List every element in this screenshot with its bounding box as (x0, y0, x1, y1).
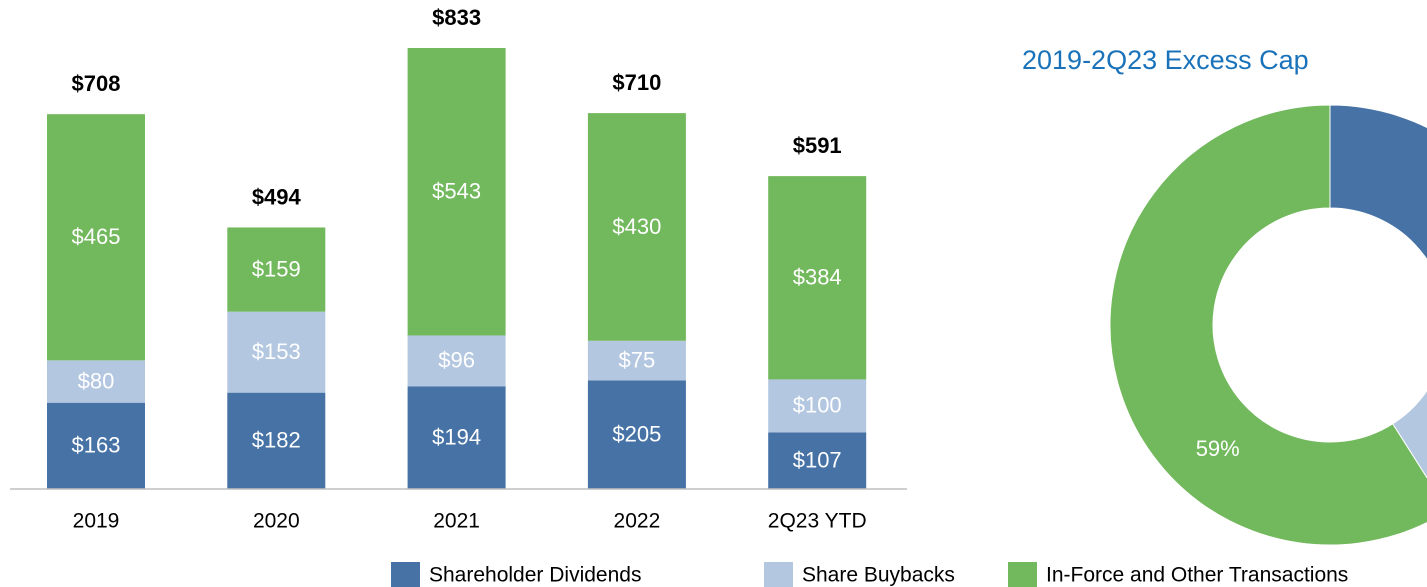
donut-slice (1109, 104, 1427, 546)
bar-segment (587, 113, 686, 341)
segment-label: $100 (793, 393, 842, 418)
bar-segment (227, 392, 326, 489)
bar-segment (587, 340, 686, 381)
segment-label: $384 (793, 265, 842, 290)
legend-label: Shareholder Dividends (429, 564, 641, 587)
segment-label: $80 (78, 368, 115, 393)
segment-label: $194 (432, 424, 481, 449)
segment-label: $96 (438, 348, 475, 373)
bar-segment (407, 335, 506, 387)
donut-slice (1392, 389, 1427, 479)
total-label: $591 (793, 133, 842, 158)
donut-slice (1329, 104, 1427, 261)
total-label: $833 (432, 5, 481, 30)
bar-segment (227, 227, 326, 312)
x-tick-label: 2021 (433, 510, 480, 533)
legend-swatch (1008, 562, 1037, 587)
segment-label: $153 (252, 339, 301, 364)
total-label: $708 (72, 71, 121, 96)
segment-label: $205 (612, 422, 661, 447)
bar-segment (768, 432, 867, 489)
bar-segment (47, 360, 145, 403)
segment-label: $107 (793, 447, 842, 472)
segment-label: $75 (619, 347, 656, 372)
segment-label: $182 (252, 428, 301, 453)
segment-label: $430 (612, 214, 661, 239)
legend-swatch (391, 562, 420, 587)
bar-segment (407, 48, 506, 336)
segment-label: $163 (72, 433, 121, 458)
x-tick-label: 2020 (253, 510, 300, 533)
x-tick-label: 2019 (73, 510, 120, 533)
donut-title: 2019-2Q23 Excess Cap (1022, 45, 1309, 75)
x-tick-label: 2022 (614, 510, 661, 533)
bar-segment (227, 311, 326, 393)
total-label: $710 (612, 70, 661, 95)
segment-label: $543 (432, 179, 481, 204)
x-tick-label: 2Q23 YTD (768, 510, 867, 533)
bar-segment (768, 176, 867, 380)
segment-label: $465 (72, 224, 121, 249)
bar-segment (47, 114, 145, 361)
slice-label: 59% (1196, 436, 1240, 461)
bar-segment (407, 386, 506, 489)
legend-label: Share Buybacks (802, 564, 955, 587)
legend-swatch (764, 562, 793, 587)
bar-segment (587, 380, 686, 489)
legend-label: In-Force and Other Transactions (1046, 564, 1348, 587)
bar-segment (768, 379, 867, 433)
bar-segment (47, 402, 145, 489)
segment-label: $159 (252, 256, 301, 281)
total-label: $494 (252, 184, 302, 209)
